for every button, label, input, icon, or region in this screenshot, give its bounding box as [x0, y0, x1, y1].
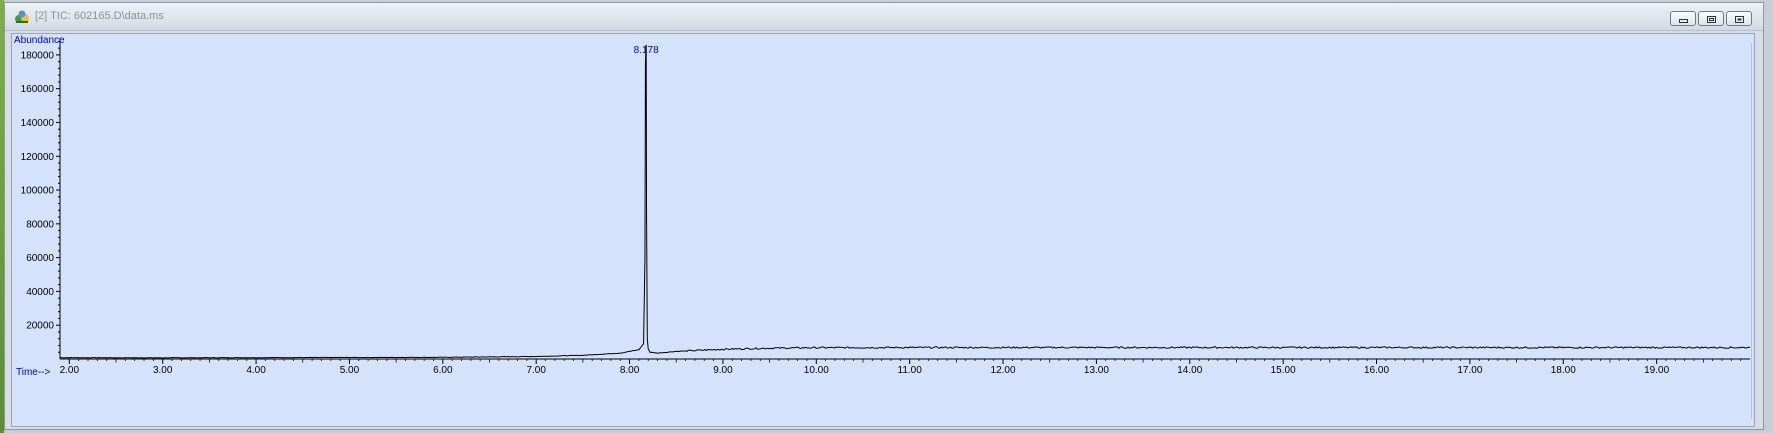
- close-icon: [1735, 16, 1744, 23]
- x-tick-label: 11.00: [898, 365, 923, 376]
- x-axis-title: Time-->: [16, 367, 51, 378]
- y-tick-label: 100000: [21, 186, 55, 197]
- x-tick-label: 6.00: [433, 365, 453, 376]
- y-tick-label: 20000: [26, 321, 54, 332]
- x-tick-label: 9.00: [713, 365, 733, 376]
- y-tick-label: 80000: [26, 219, 54, 230]
- x-tick-label: 2.00: [60, 365, 80, 376]
- x-tick-label: 13.00: [1084, 365, 1109, 376]
- y-tick-label: 40000: [26, 287, 54, 298]
- window-title: [2] TIC: 602165.D\data.ms: [35, 10, 164, 22]
- x-tick-label: 12.00: [991, 365, 1016, 376]
- y-tick-label: 180000: [21, 50, 55, 61]
- chromatogram-window: [2] TIC: 602165.D\data.ms 20000 40000 6000…: [4, 2, 1764, 430]
- chromatogram-app-icon[interactable]: [14, 9, 30, 25]
- x-tick-label: 3.00: [153, 365, 173, 376]
- minimize-icon: [1679, 19, 1688, 23]
- x-tick-label: 10.00: [804, 365, 829, 376]
- close-button[interactable]: [1726, 11, 1752, 26]
- x-tick-label: 15.00: [1271, 365, 1296, 376]
- x-tick-label: 4.00: [246, 365, 266, 376]
- restore-icon: [1707, 16, 1716, 23]
- vertical-scroll-track[interactable]: [1751, 43, 1758, 419]
- desktop-edge: [0, 0, 4, 433]
- title-bar[interactable]: [2] TIC: 602165.D\data.ms: [5, 3, 1763, 31]
- x-tick-label: 8.00: [620, 365, 640, 376]
- x-tick-label: 16.00: [1364, 365, 1389, 376]
- x-tick-label: 19.00: [1644, 365, 1669, 376]
- peak-label: 8.178: [634, 45, 659, 56]
- x-tick-label: 7.00: [526, 365, 546, 376]
- x-tick-label: 18.00: [1551, 365, 1576, 376]
- x-tick-label: 17.00: [1457, 365, 1482, 376]
- minimize-button[interactable]: [1670, 11, 1696, 26]
- y-tick-label: 120000: [21, 152, 55, 163]
- restore-button[interactable]: [1698, 11, 1724, 26]
- y-tick-label: 60000: [26, 253, 54, 264]
- y-tick-label: 140000: [21, 118, 55, 129]
- y-axis-title: Abundance: [14, 35, 65, 46]
- x-tick-label: 14.00: [1177, 365, 1202, 376]
- tic-chart: 20000 40000 60000 80000 100000 120000 140000 16…: [14, 35, 1751, 378]
- tic-trace-line: [59, 44, 1751, 359]
- chromatogram-plot-area[interactable]: 20000 40000 60000 80000 100000 120000 140000 16…: [11, 33, 1755, 427]
- x-tick-label: 5.00: [340, 365, 360, 376]
- y-tick-label: 160000: [21, 84, 55, 95]
